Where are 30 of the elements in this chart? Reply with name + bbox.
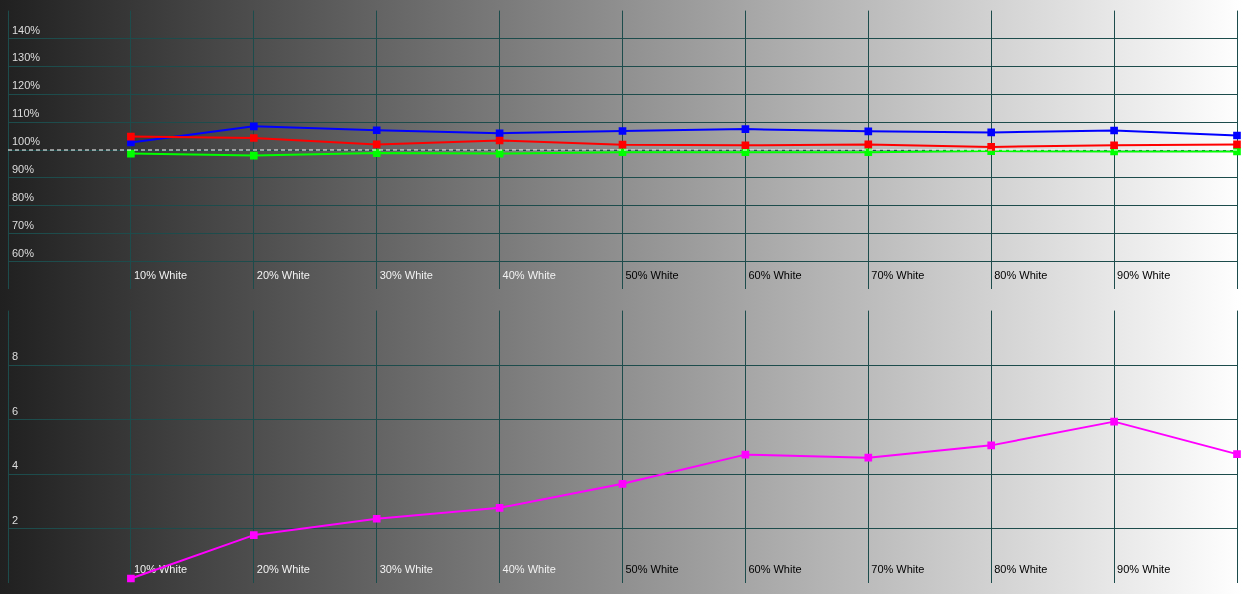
x-tick-label: 30% White [379, 563, 433, 576]
x-tick-label: 30% White [379, 269, 433, 282]
x-tick-label: 90% White [1117, 563, 1171, 576]
x-tick-label: 50% White [625, 269, 679, 282]
x-tick-label: 70% White [871, 269, 925, 282]
x-tick-label: 20% White [256, 563, 310, 576]
x-tick-label: 60% White [748, 563, 802, 576]
y-tick-label: 2 [12, 513, 19, 526]
x-tick-label: 80% White [994, 269, 1048, 282]
x-tick-label: 10% White [133, 269, 188, 282]
y-tick-label: 110% [12, 107, 40, 120]
y-tick-label: 70% [12, 218, 35, 231]
y-tick-label: 8 [12, 350, 19, 363]
x-tick-label: 20% White [256, 269, 310, 282]
y-tick-label: 130% [12, 51, 41, 64]
y-tick-label: 80% [12, 190, 35, 203]
x-tick-label: 70% White [871, 563, 925, 576]
y-tick-label: 100% [12, 135, 41, 148]
x-tick-label: 80% White [994, 563, 1048, 576]
x-tick-label: 60% White [748, 269, 802, 282]
y-tick-label: 140% [12, 23, 41, 36]
y-tick-label: 60% [12, 246, 35, 259]
x-tick-label: 90% White [1117, 269, 1171, 282]
y-tick-label: 6 [12, 404, 19, 417]
y-tick-label: 90% [12, 162, 35, 175]
y-tick-label: 120% [12, 79, 41, 92]
y-tick-label: 4 [12, 459, 19, 472]
x-tick-label: 50% White [625, 563, 679, 576]
x-tick-label: 40% White [502, 563, 556, 576]
x-tick-label: 40% White [502, 269, 556, 282]
